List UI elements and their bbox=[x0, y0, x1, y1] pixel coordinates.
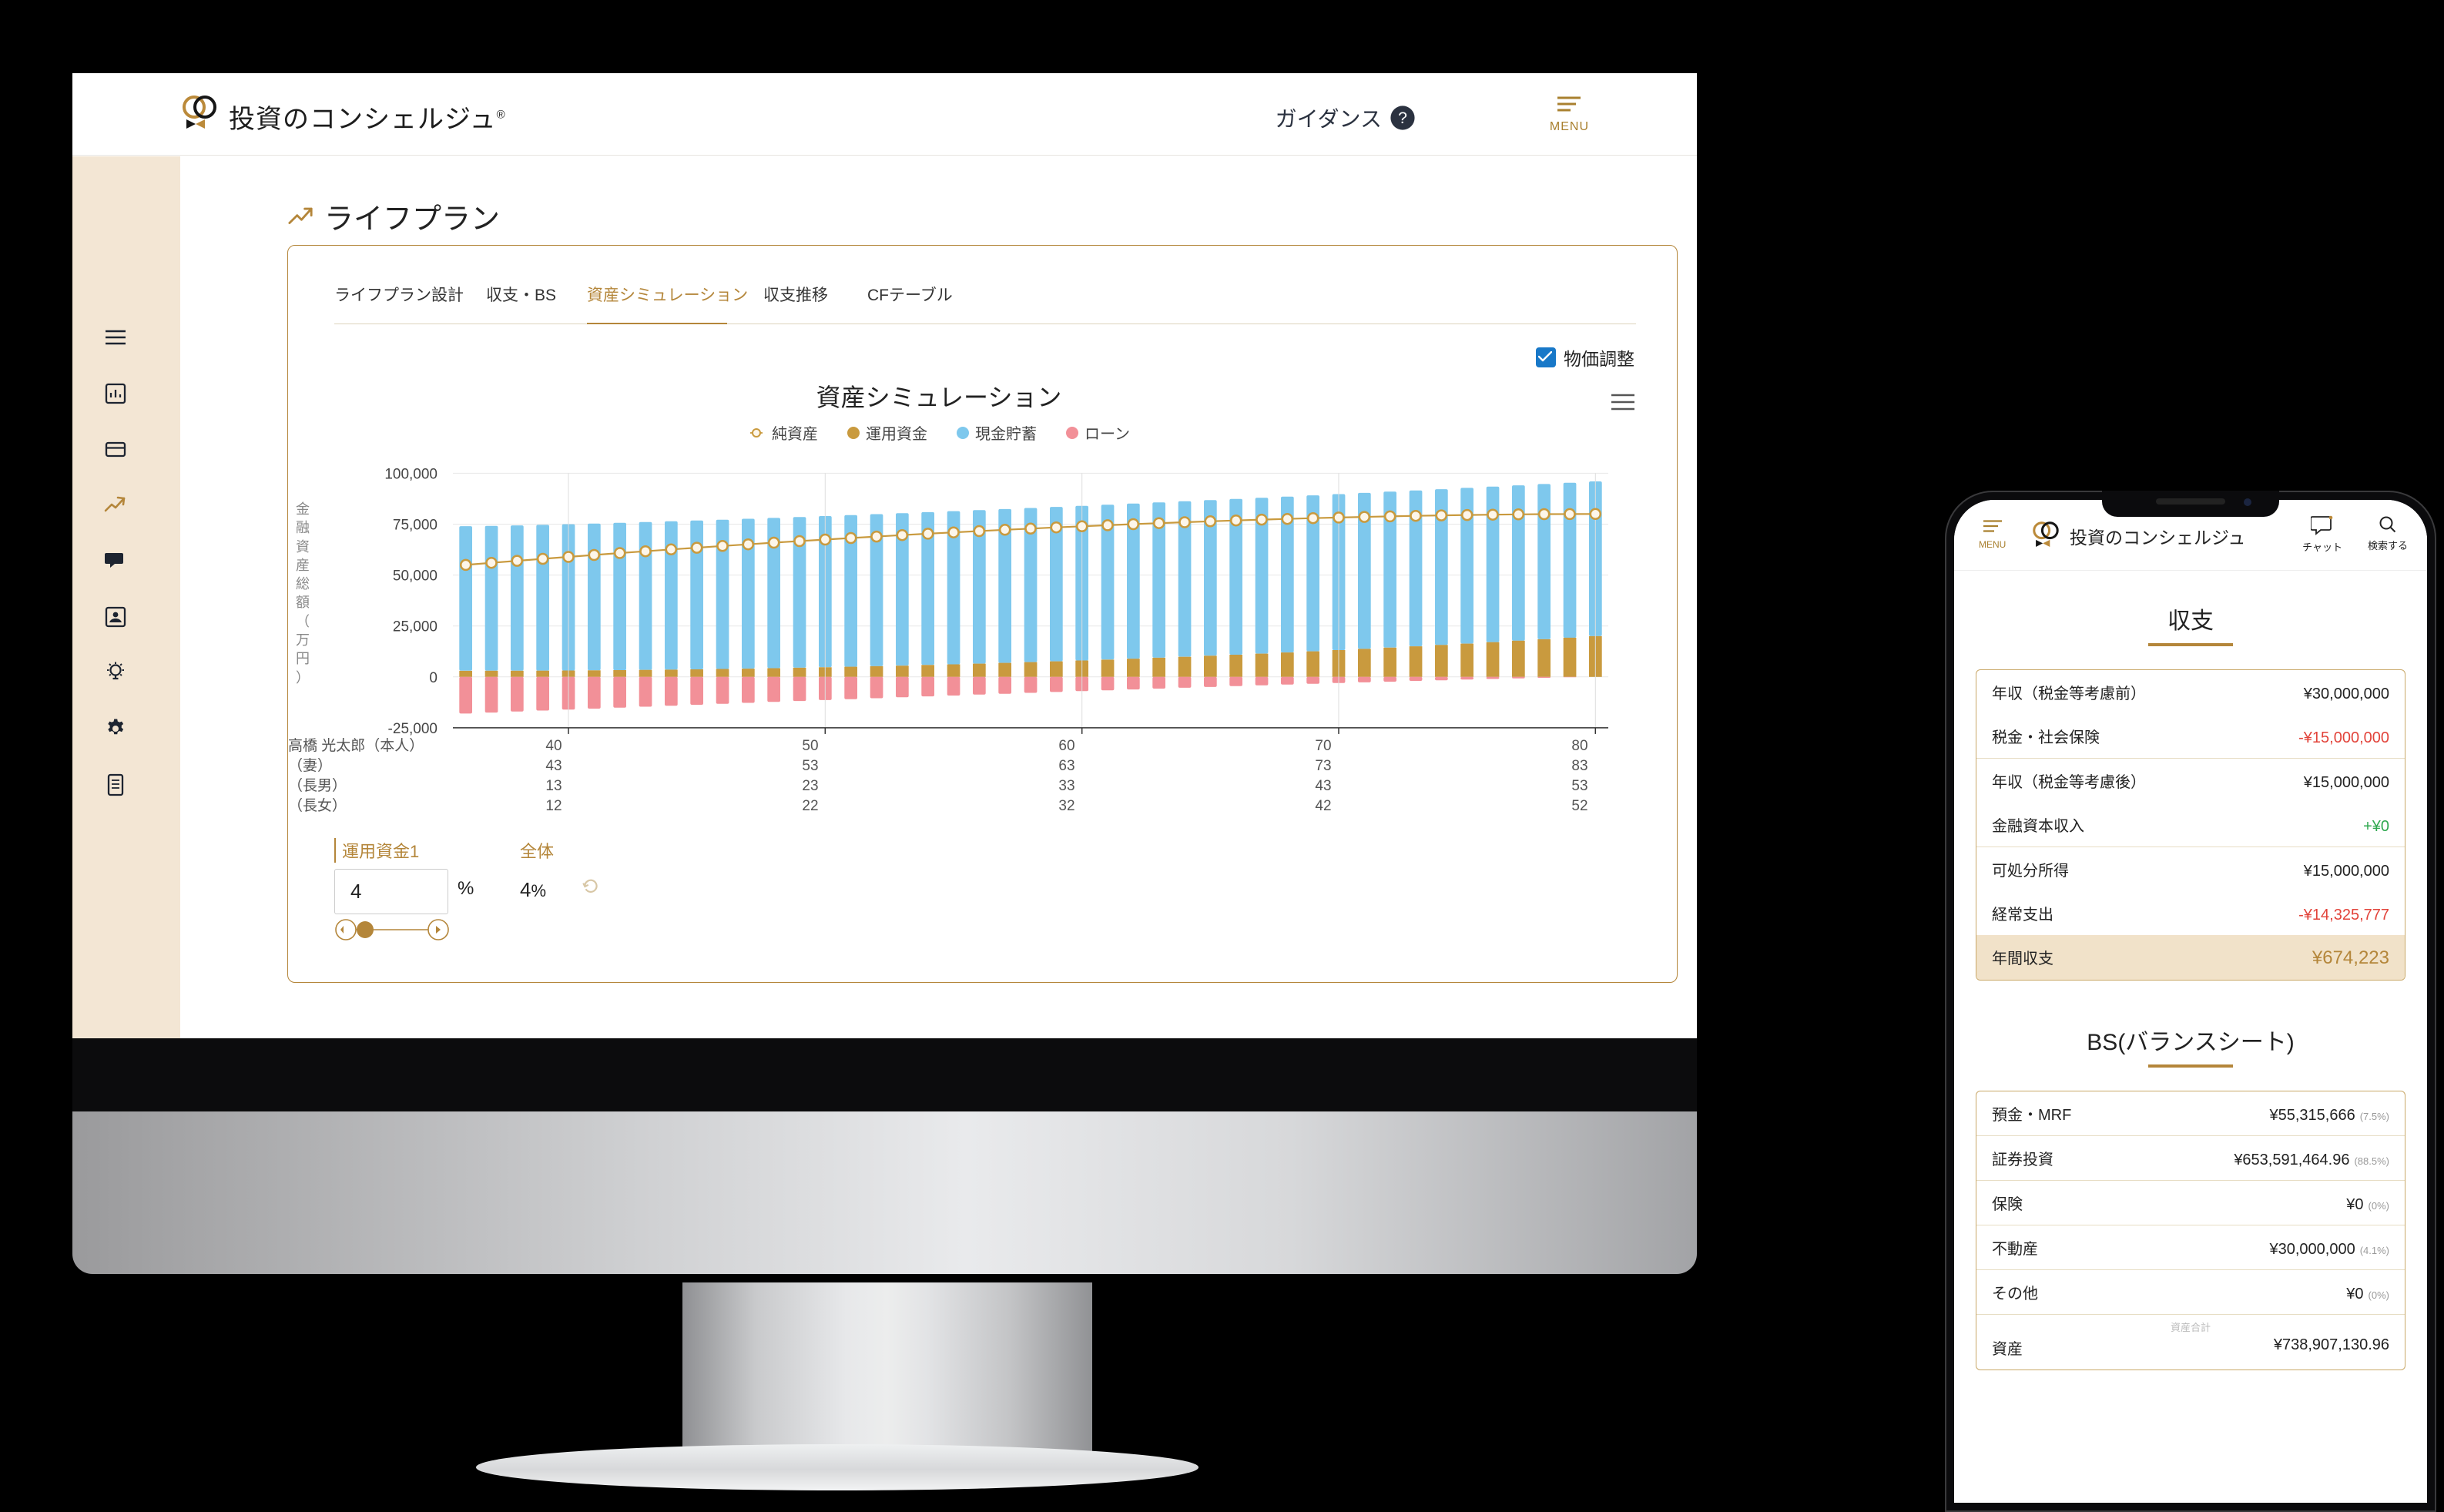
svg-text:100,000: 100,000 bbox=[384, 466, 438, 482]
svg-text:50,000: 50,000 bbox=[393, 568, 438, 585]
svg-text:25,000: 25,000 bbox=[393, 619, 438, 635]
svg-text:75,000: 75,000 bbox=[393, 518, 438, 534]
svg-text:0: 0 bbox=[429, 670, 438, 686]
svg-text:-25,000: -25,000 bbox=[388, 721, 438, 737]
svg-text:?: ? bbox=[1398, 109, 1407, 127]
